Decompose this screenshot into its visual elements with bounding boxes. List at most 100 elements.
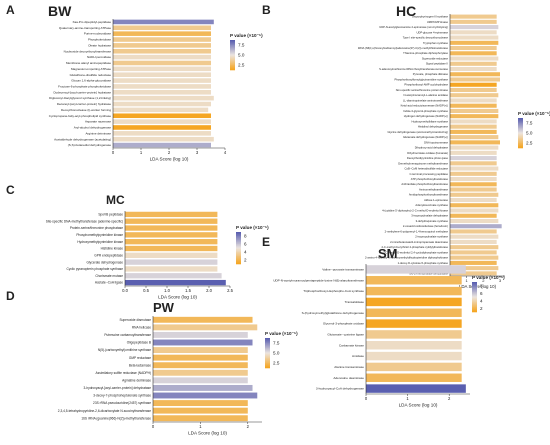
bar (125, 266, 218, 272)
category-label: Oligopeptidase B (127, 341, 151, 345)
legend-swatch (230, 60, 235, 62)
legend-swatch (518, 141, 523, 144)
category-label: Phosphoribosyl-AMP cyclohydrolase (404, 83, 448, 87)
bar (366, 265, 466, 274)
category-label: Hydroxymethylpyrimidine kinase (77, 240, 123, 244)
category-label: Hydroxymethylbilane synthase (412, 119, 449, 123)
legend-swatch (518, 120, 523, 123)
bar (450, 25, 499, 30)
bar (366, 286, 462, 296)
bar (113, 107, 209, 113)
bar (450, 208, 499, 213)
category-label: Glycerate dehydrogenase (86, 260, 123, 264)
bar (366, 341, 462, 350)
legend-swatch (518, 124, 523, 126)
legend-swatch (518, 131, 523, 134)
x-tick-label: 2 (482, 278, 485, 283)
bar (450, 103, 497, 108)
legend-swatch (230, 47, 235, 50)
category-label: C-terminal processing peptidase (409, 172, 448, 176)
legend-title: P value (×10⁻⁵) (518, 111, 550, 116)
bar (153, 316, 253, 323)
legend-swatch (265, 351, 270, 354)
bar (450, 260, 497, 265)
category-label: Ketol-acid reductoisomerase (NADP(+)) (401, 104, 449, 108)
legend-swatch (265, 349, 270, 351)
legend-swatch (230, 67, 235, 70)
bar (450, 161, 497, 166)
panel-letter: A (6, 3, 15, 17)
legend-swatch (518, 123, 523, 125)
legend-swatch (518, 126, 523, 129)
bar (450, 224, 502, 229)
bar (450, 192, 499, 197)
category-label: Magnesium-importing ATPase (71, 67, 111, 71)
category-label: S-(hydroxymethyl)glutathione dehydrogena… (302, 311, 365, 315)
legend-tick-label: 5.0 (526, 131, 533, 136)
category-label: Histidinol dehydrogenase (418, 125, 449, 129)
category-label: UMP/CMP kinase (427, 20, 449, 24)
bar (450, 51, 497, 56)
category-label: Deoxyribonuclease (I)-worker forming (61, 108, 111, 112)
legend-swatch (472, 310, 477, 313)
bar (125, 218, 218, 224)
category-label: Decanoyl-[acyl-carrier-protein] hydratas… (57, 102, 112, 106)
category-label: Chorismate mutase (95, 274, 123, 278)
x-tick-label: 2.0 (206, 288, 212, 293)
bar (113, 95, 214, 101)
legend-title: P value (×10⁻⁵) (236, 225, 269, 230)
bar (113, 43, 211, 48)
category-label: Glycine dehydrogenase (aminomethyl-trans… (388, 130, 449, 134)
category-label: Purine-nucleosidase (84, 32, 112, 36)
category-label: Aminomethyltransferase (419, 187, 448, 191)
legend-swatch (236, 242, 241, 245)
category-label: 2-oxoacid oxidoreductase (ferredoxin) (403, 224, 448, 228)
category-label: Aryl-alcohol dehydrogenase (74, 126, 112, 130)
bar (153, 384, 253, 391)
legend-swatch (236, 257, 241, 259)
legend-swatch (472, 309, 477, 312)
bar (153, 369, 248, 376)
legend-swatch (472, 293, 477, 295)
category-label: S-adenosylmethionine:tRNA ribosyltransfe… (379, 67, 448, 71)
legend-swatch (230, 50, 235, 52)
bar (153, 362, 248, 369)
x-tick-label: 0 (365, 396, 368, 401)
category-label: GPR endopeptidase (94, 253, 123, 257)
legend-swatch (518, 143, 523, 145)
legend-swatch (472, 305, 477, 308)
bar (366, 362, 462, 372)
legend-swatch (265, 356, 270, 359)
legend-swatch (265, 341, 270, 344)
category-label: 3-isopropylmalate dehydratase (411, 214, 448, 218)
category-label: Amidophosphoribosyltransferase (409, 193, 449, 197)
legend-swatch (518, 119, 523, 121)
legend-swatch (265, 360, 270, 363)
category-label: 3-hydroxyacyl-CoA dehydrogenase (316, 387, 364, 391)
legend-swatch (472, 282, 477, 284)
legend-tick-label: 6 (244, 242, 247, 247)
category-label: 2-methylene-6-polyprenyl-1,4-benzoquinol… (385, 229, 449, 233)
legend-tick-label: 2.5 (238, 63, 245, 68)
bar (450, 40, 499, 45)
category-label: 2,3,4,5-tetrahydropyridine-2,6-dicarboxy… (58, 409, 151, 413)
legend-swatch (472, 307, 477, 309)
legend-swatch (518, 146, 523, 149)
category-label: Cyclic pyranopterin phosphate synthase (66, 267, 123, 271)
legend-swatch (236, 234, 241, 237)
category-label: GMP reductase (129, 356, 151, 360)
bar (153, 339, 253, 346)
bar (450, 245, 499, 250)
category-label: 3-deoxy-7-phosphoheptulonate synthase (93, 394, 151, 398)
bar (125, 273, 222, 279)
legend-tick-label: 2.5 (273, 361, 280, 366)
bar (113, 125, 211, 130)
category-label: 3-hydroxyacyl-[acyl-carrier-protein] deh… (84, 386, 152, 390)
x-tick-label: 0.5 (143, 288, 149, 293)
legend-tick-label: 4 (480, 298, 483, 303)
bar (366, 297, 462, 307)
bar (450, 72, 500, 77)
bar (113, 37, 211, 42)
x-tick-label: 2 (448, 396, 451, 401)
